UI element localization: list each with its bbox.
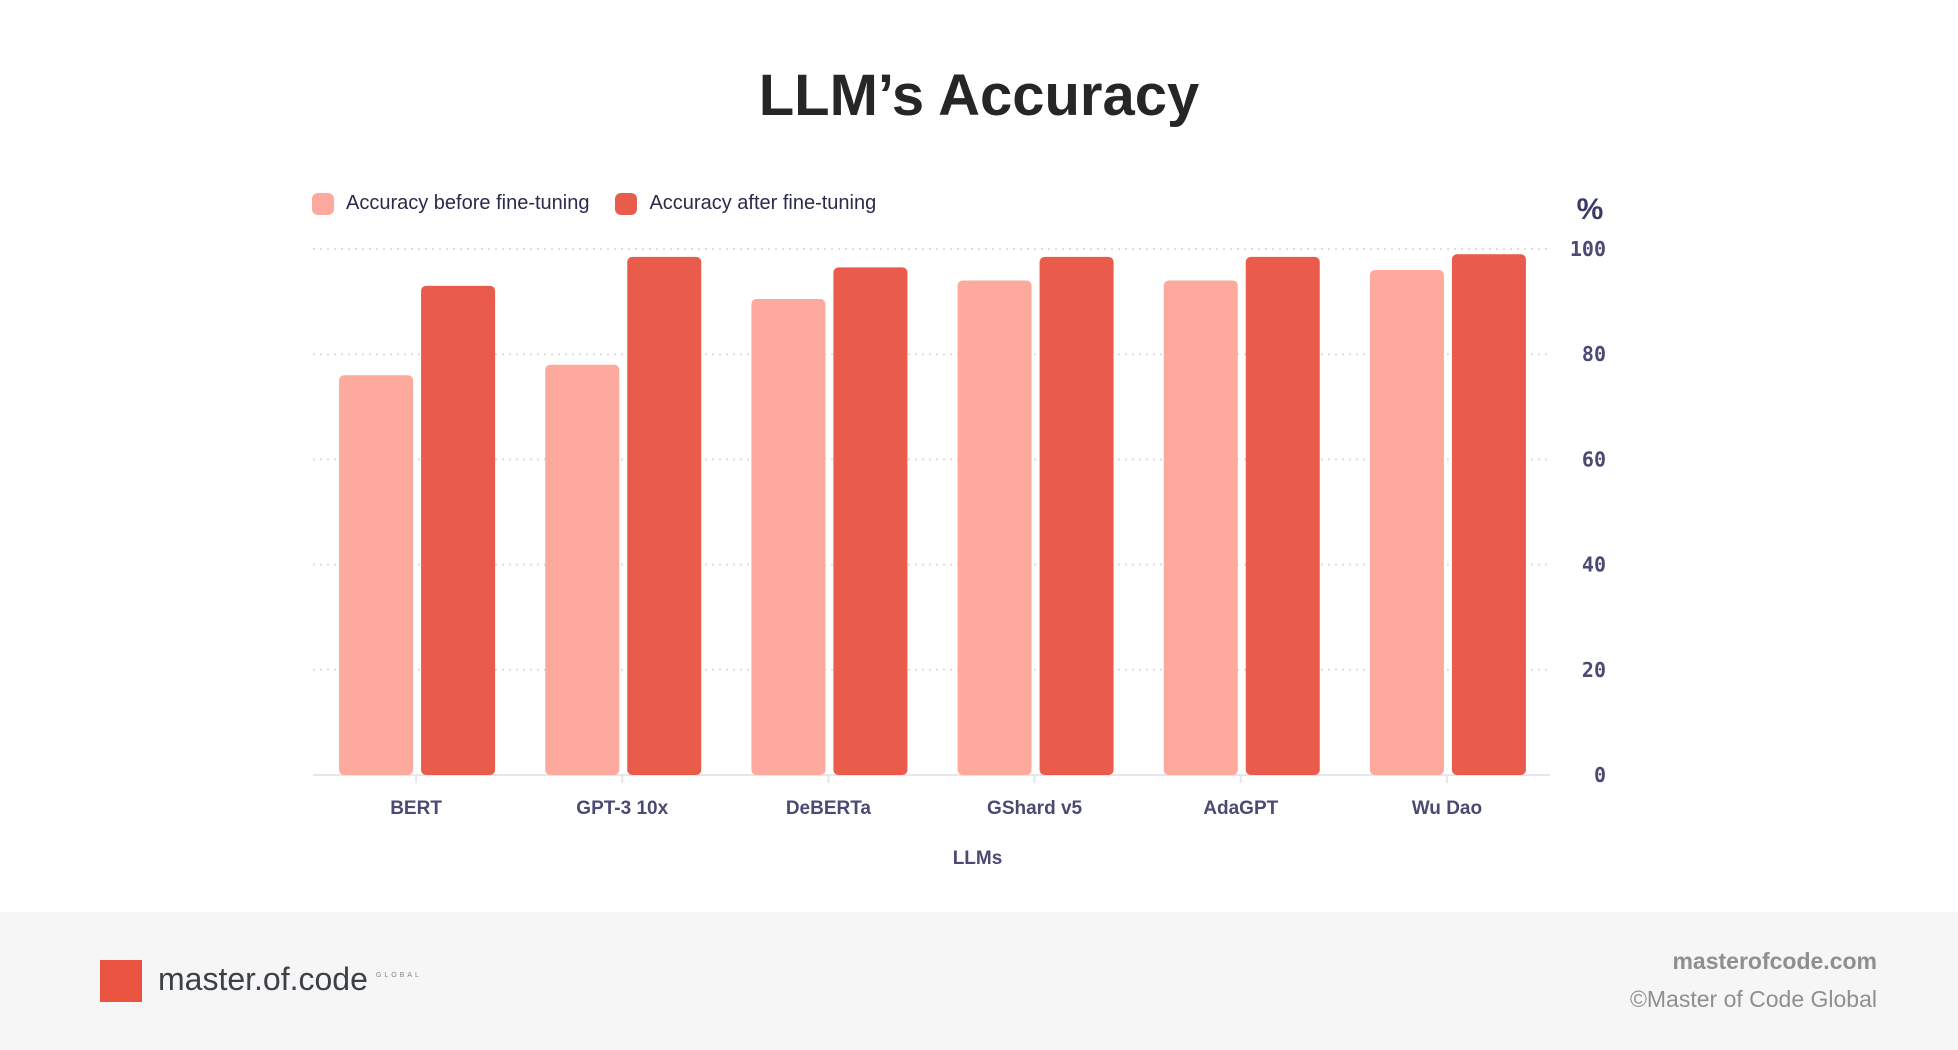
brand-sub: GLOBAL (375, 972, 422, 979)
bar-after (1039, 256, 1114, 775)
chart-title: LLM’s Accuracy (758, 63, 1200, 128)
x-tick-label: Wu Dao (1412, 798, 1482, 819)
y-tick-label: 20 (1582, 658, 1606, 682)
y-tick-label: 80 (1582, 342, 1606, 366)
legend-swatch (312, 192, 334, 215)
bar-after (1451, 254, 1526, 775)
bar-before (545, 364, 620, 775)
y-tick-label: 40 (1582, 553, 1606, 577)
legend-item-after: Accuracy after fine-tuning (615, 192, 876, 215)
y-axis-label: % (1577, 193, 1604, 226)
x-tick-label: GShard v5 (987, 798, 1082, 819)
x-tick-label: AdaGPT (1203, 798, 1278, 819)
bar-after (833, 267, 908, 775)
y-tick-label: 100 (1570, 237, 1606, 261)
x-tick-label: DeBERTa (786, 798, 872, 819)
x-tick-label: GPT-3 10x (576, 798, 668, 819)
copyright: ©Master of Code Global (1629, 986, 1877, 1012)
x-tick-label: BERT (390, 798, 442, 819)
brand-name: master.of.code (158, 961, 368, 997)
bar-before (957, 280, 1032, 775)
bar-after (1245, 256, 1320, 775)
bar-after (421, 285, 496, 775)
legend: Accuracy before fine-tuning Accuracy aft… (312, 192, 902, 215)
site-link: masterofcode.com (1672, 948, 1877, 974)
legend-swatch (615, 192, 638, 215)
legend-item-before: Accuracy before fine-tuning (312, 192, 589, 215)
legend-label: Accuracy before fine-tuning (346, 192, 590, 214)
legend-label: Accuracy after fine-tuning (649, 192, 877, 214)
bar-before (751, 298, 826, 775)
logo-icon (100, 960, 142, 1002)
bar-before (1163, 280, 1238, 775)
bar-before (1369, 270, 1444, 775)
x-axis-label: LLMs (953, 848, 1003, 869)
brand-lockup: master.of.code GLOBAL (158, 960, 422, 998)
y-tick-label: 60 (1582, 447, 1606, 471)
bar-before (339, 375, 414, 775)
bar-chart: 0 20 40 60 80 100% BERT GPT-3 10x DeBERTa GShard … (313, 193, 1606, 869)
footer: master.of.code GLOBAL masterofcode.com ©… (0, 912, 1958, 1050)
bar-after (627, 256, 702, 775)
y-tick-label: 0 (1594, 763, 1606, 787)
